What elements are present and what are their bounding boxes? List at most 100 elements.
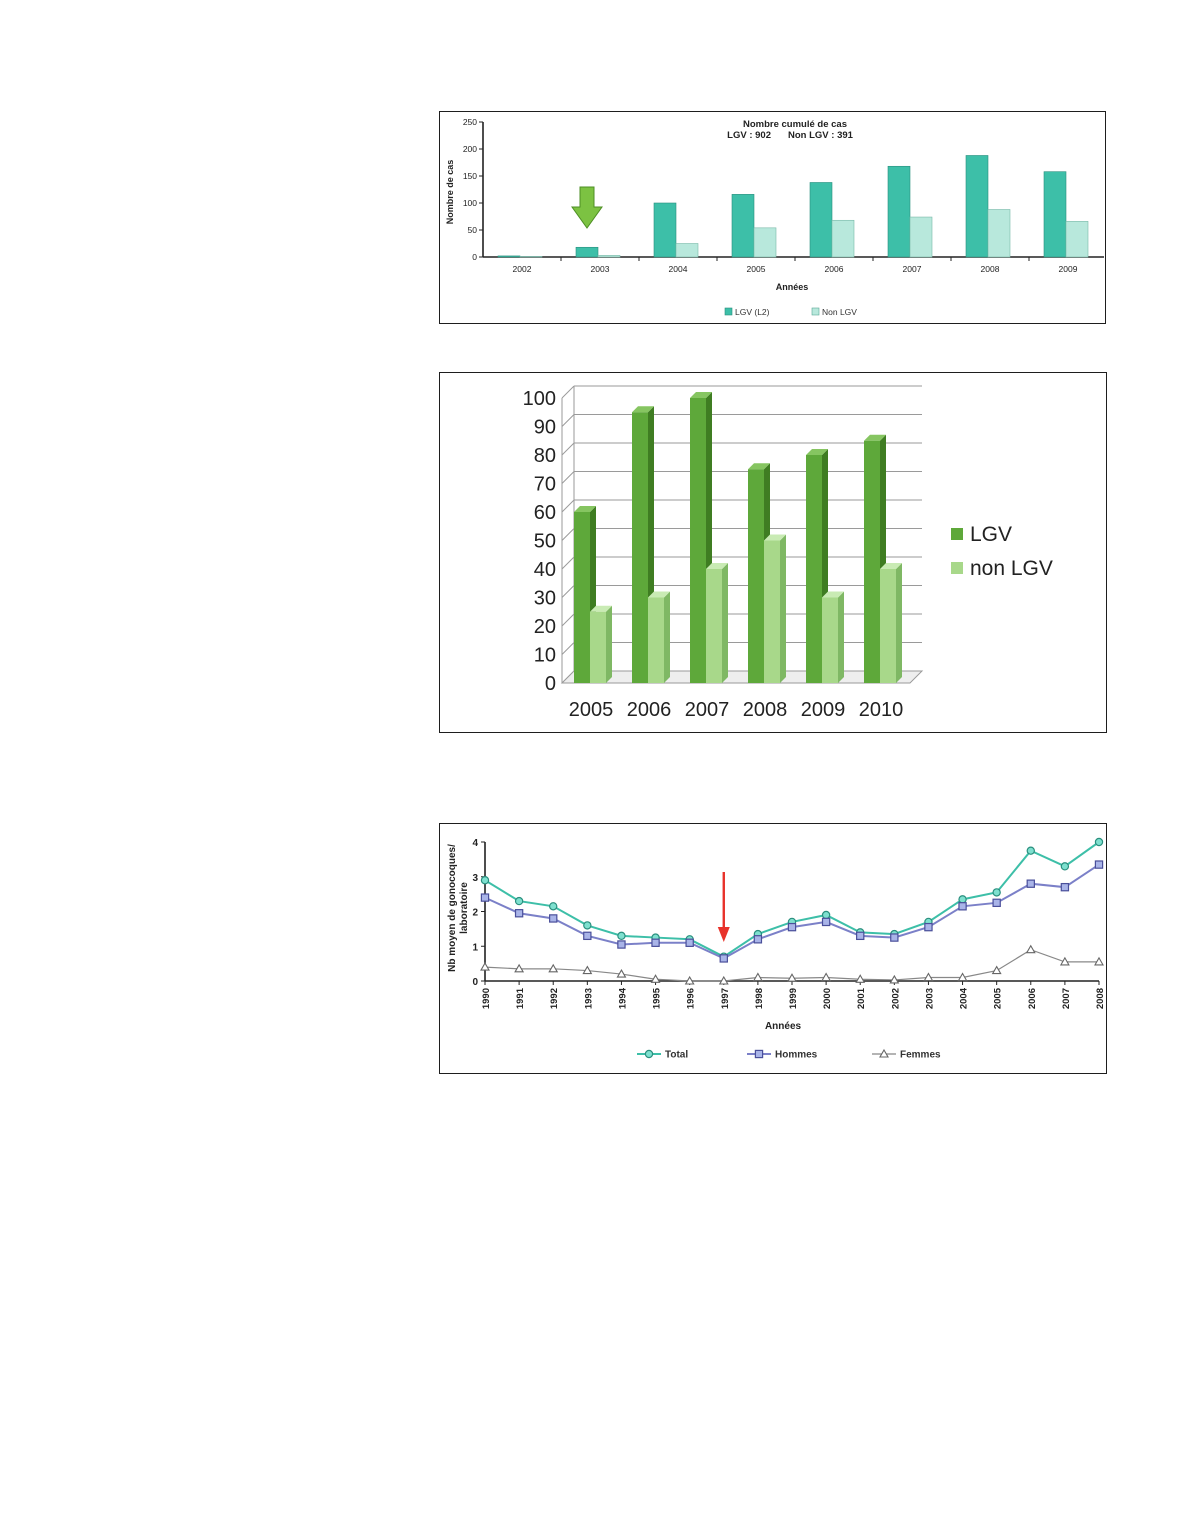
chart3-point-hommes [890, 933, 899, 942]
chart1-x-tick-label: 2004 [669, 264, 688, 274]
chart1-bar-nonlgv [753, 227, 777, 258]
chart2-bar-nonlgv [822, 591, 844, 683]
chart1-bar-nonlgv [675, 243, 699, 258]
chart2-legend-label-lgv: LGV [970, 523, 1012, 546]
chart3-line-total [484, 841, 1100, 958]
chart2-gridline-side [561, 385, 575, 399]
chart3-point-femmes [991, 965, 1002, 975]
chart3-x-tick-label: 1994 [617, 987, 628, 1009]
chart3-y-tick-label: 1 [472, 942, 478, 953]
chart2-legend-swatch-lgv [951, 528, 963, 540]
chart3-point-femmes [684, 975, 695, 985]
chart1-bar-lgv [575, 246, 599, 258]
chart3-point-femmes [480, 961, 490, 971]
chart3-x-axis-label: Années [765, 1021, 802, 1032]
chart3-point-total [617, 931, 626, 941]
chart3-point-femmes [923, 972, 934, 982]
chart2-x-tick-label: 2009 [801, 699, 846, 721]
chart1-bar-nonlgv [519, 256, 543, 258]
chart3-point-hommes [480, 893, 490, 902]
chart2-y-tick-label: 100 [523, 388, 556, 410]
chart3-point-femmes [650, 974, 661, 983]
chart1-bar-nonlgv [987, 209, 1011, 258]
chart3-point-hommes [821, 917, 831, 927]
chart1-x-tick-label: 2006 [825, 264, 844, 274]
chart1-bar-nonlgv [831, 219, 855, 258]
chart3-point-hommes [753, 935, 763, 944]
chart3-point-hommes [651, 938, 660, 947]
chart3-y-axis-label-line1: Nb moyen de gonocoques/ [447, 844, 458, 972]
chart3-point-femmes [855, 974, 866, 983]
chart1-x-tick-label: 2005 [747, 264, 766, 274]
chart3-point-total [549, 902, 558, 911]
chart3-point-hommes [719, 954, 728, 963]
chart-lgv-cumulative-panel: Nombre cumulé de cas LGV : 902 Non LGV :… [439, 111, 1106, 324]
chart2-legend-label-nonlgv: non LGV [970, 557, 1053, 580]
chart1-bar-lgv [887, 165, 911, 258]
chart2-legend-swatch-nonlgv [951, 562, 963, 574]
chart3-point-femmes [889, 974, 900, 984]
chart3-legend-label-hommes: Hommes [775, 1050, 818, 1061]
chart3-point-hommes [685, 938, 694, 947]
chart3-legend-marker-femmes [879, 1048, 889, 1058]
chart3-point-femmes [582, 965, 593, 975]
chart1-bar-nonlgv [1065, 221, 1089, 258]
chart3-x-tick-label: 2001 [856, 987, 867, 1009]
chart3-x-tick-label: 2008 [1095, 988, 1105, 1009]
chart3-y-tick-label: 3 [472, 873, 478, 884]
chart3-point-total [992, 888, 1001, 897]
chart2-y-tick-label: 20 [534, 616, 556, 638]
chart2-gridline-side [561, 613, 575, 627]
chart2-x-tick-label: 2010 [859, 699, 904, 721]
chart3-point-femmes [718, 975, 729, 985]
chart1-y-tick-label: 0 [472, 252, 477, 262]
chart2-x-tick-label: 2006 [627, 699, 672, 721]
chart2-gridline-side [561, 414, 575, 427]
chart3-point-femmes [1059, 956, 1070, 966]
chart1-y-tick-label: 250 [463, 117, 477, 127]
chart2-bar-nonlgv [764, 534, 786, 683]
chart3-point-hommes [583, 931, 592, 941]
chart1-x-tick-label: 2008 [981, 264, 1000, 274]
chart3-point-hommes [924, 922, 933, 932]
chart1-bar-lgv [809, 182, 833, 258]
chart3-point-femmes [514, 963, 525, 973]
chart3-point-hommes [514, 909, 524, 918]
chart3-x-tick-label: 2005 [993, 987, 1004, 1009]
chart3-y-tick-label: 0 [472, 977, 478, 988]
chart3-point-femmes [752, 972, 763, 982]
chart3-x-tick-label: 2003 [924, 988, 935, 1009]
chart2-y-tick-label: 60 [534, 502, 556, 524]
chart2-x-tick-label: 2007 [685, 699, 730, 721]
chart3-point-total [583, 921, 592, 930]
chart2-gridline-side [561, 585, 575, 598]
chart1-subtitle-lgv: LGV : 902 [727, 130, 771, 141]
chart3-point-total [514, 896, 524, 906]
chart1-x-tick-label: 2009 [1059, 264, 1078, 274]
chart3-point-hommes [958, 902, 967, 911]
chart1-arrow-annotation [571, 186, 603, 229]
chart3-x-tick-label: 1993 [583, 988, 594, 1009]
chart2-x-tick-label: 2005 [569, 699, 614, 721]
chart1-x-axis-label: Années [776, 282, 809, 292]
chart3-y-axis-label-line2: laboratoire [459, 882, 470, 934]
chart2-gridline-side [561, 442, 575, 456]
chart3-x-tick-label: 1997 [720, 988, 731, 1009]
chart-gonococci-panel: Nb moyen de gonocoques/ laboratoire Anné… [439, 823, 1107, 1074]
chart1-bar-nonlgv [597, 255, 621, 258]
chart1-x-tick-label: 2003 [591, 264, 610, 274]
chart3-arrow-head [717, 927, 730, 942]
chart3-point-femmes [548, 963, 559, 973]
chart3-point-hommes [992, 898, 1001, 908]
chart3-point-hommes [1094, 860, 1104, 869]
chart3-legend-marker-total [644, 1049, 654, 1059]
chart1-y-tick-label: 50 [468, 225, 478, 235]
chart2-gridline-side [561, 528, 575, 541]
chart2-y-tick-label: 70 [534, 474, 556, 496]
chart3-point-hommes [617, 940, 626, 949]
chart3-x-tick-label: 1998 [754, 988, 765, 1009]
chart1-x-tick-label: 2007 [903, 264, 922, 274]
chart2-y-tick-label: 50 [534, 531, 556, 553]
chart1-y-tick-label: 200 [463, 144, 477, 154]
